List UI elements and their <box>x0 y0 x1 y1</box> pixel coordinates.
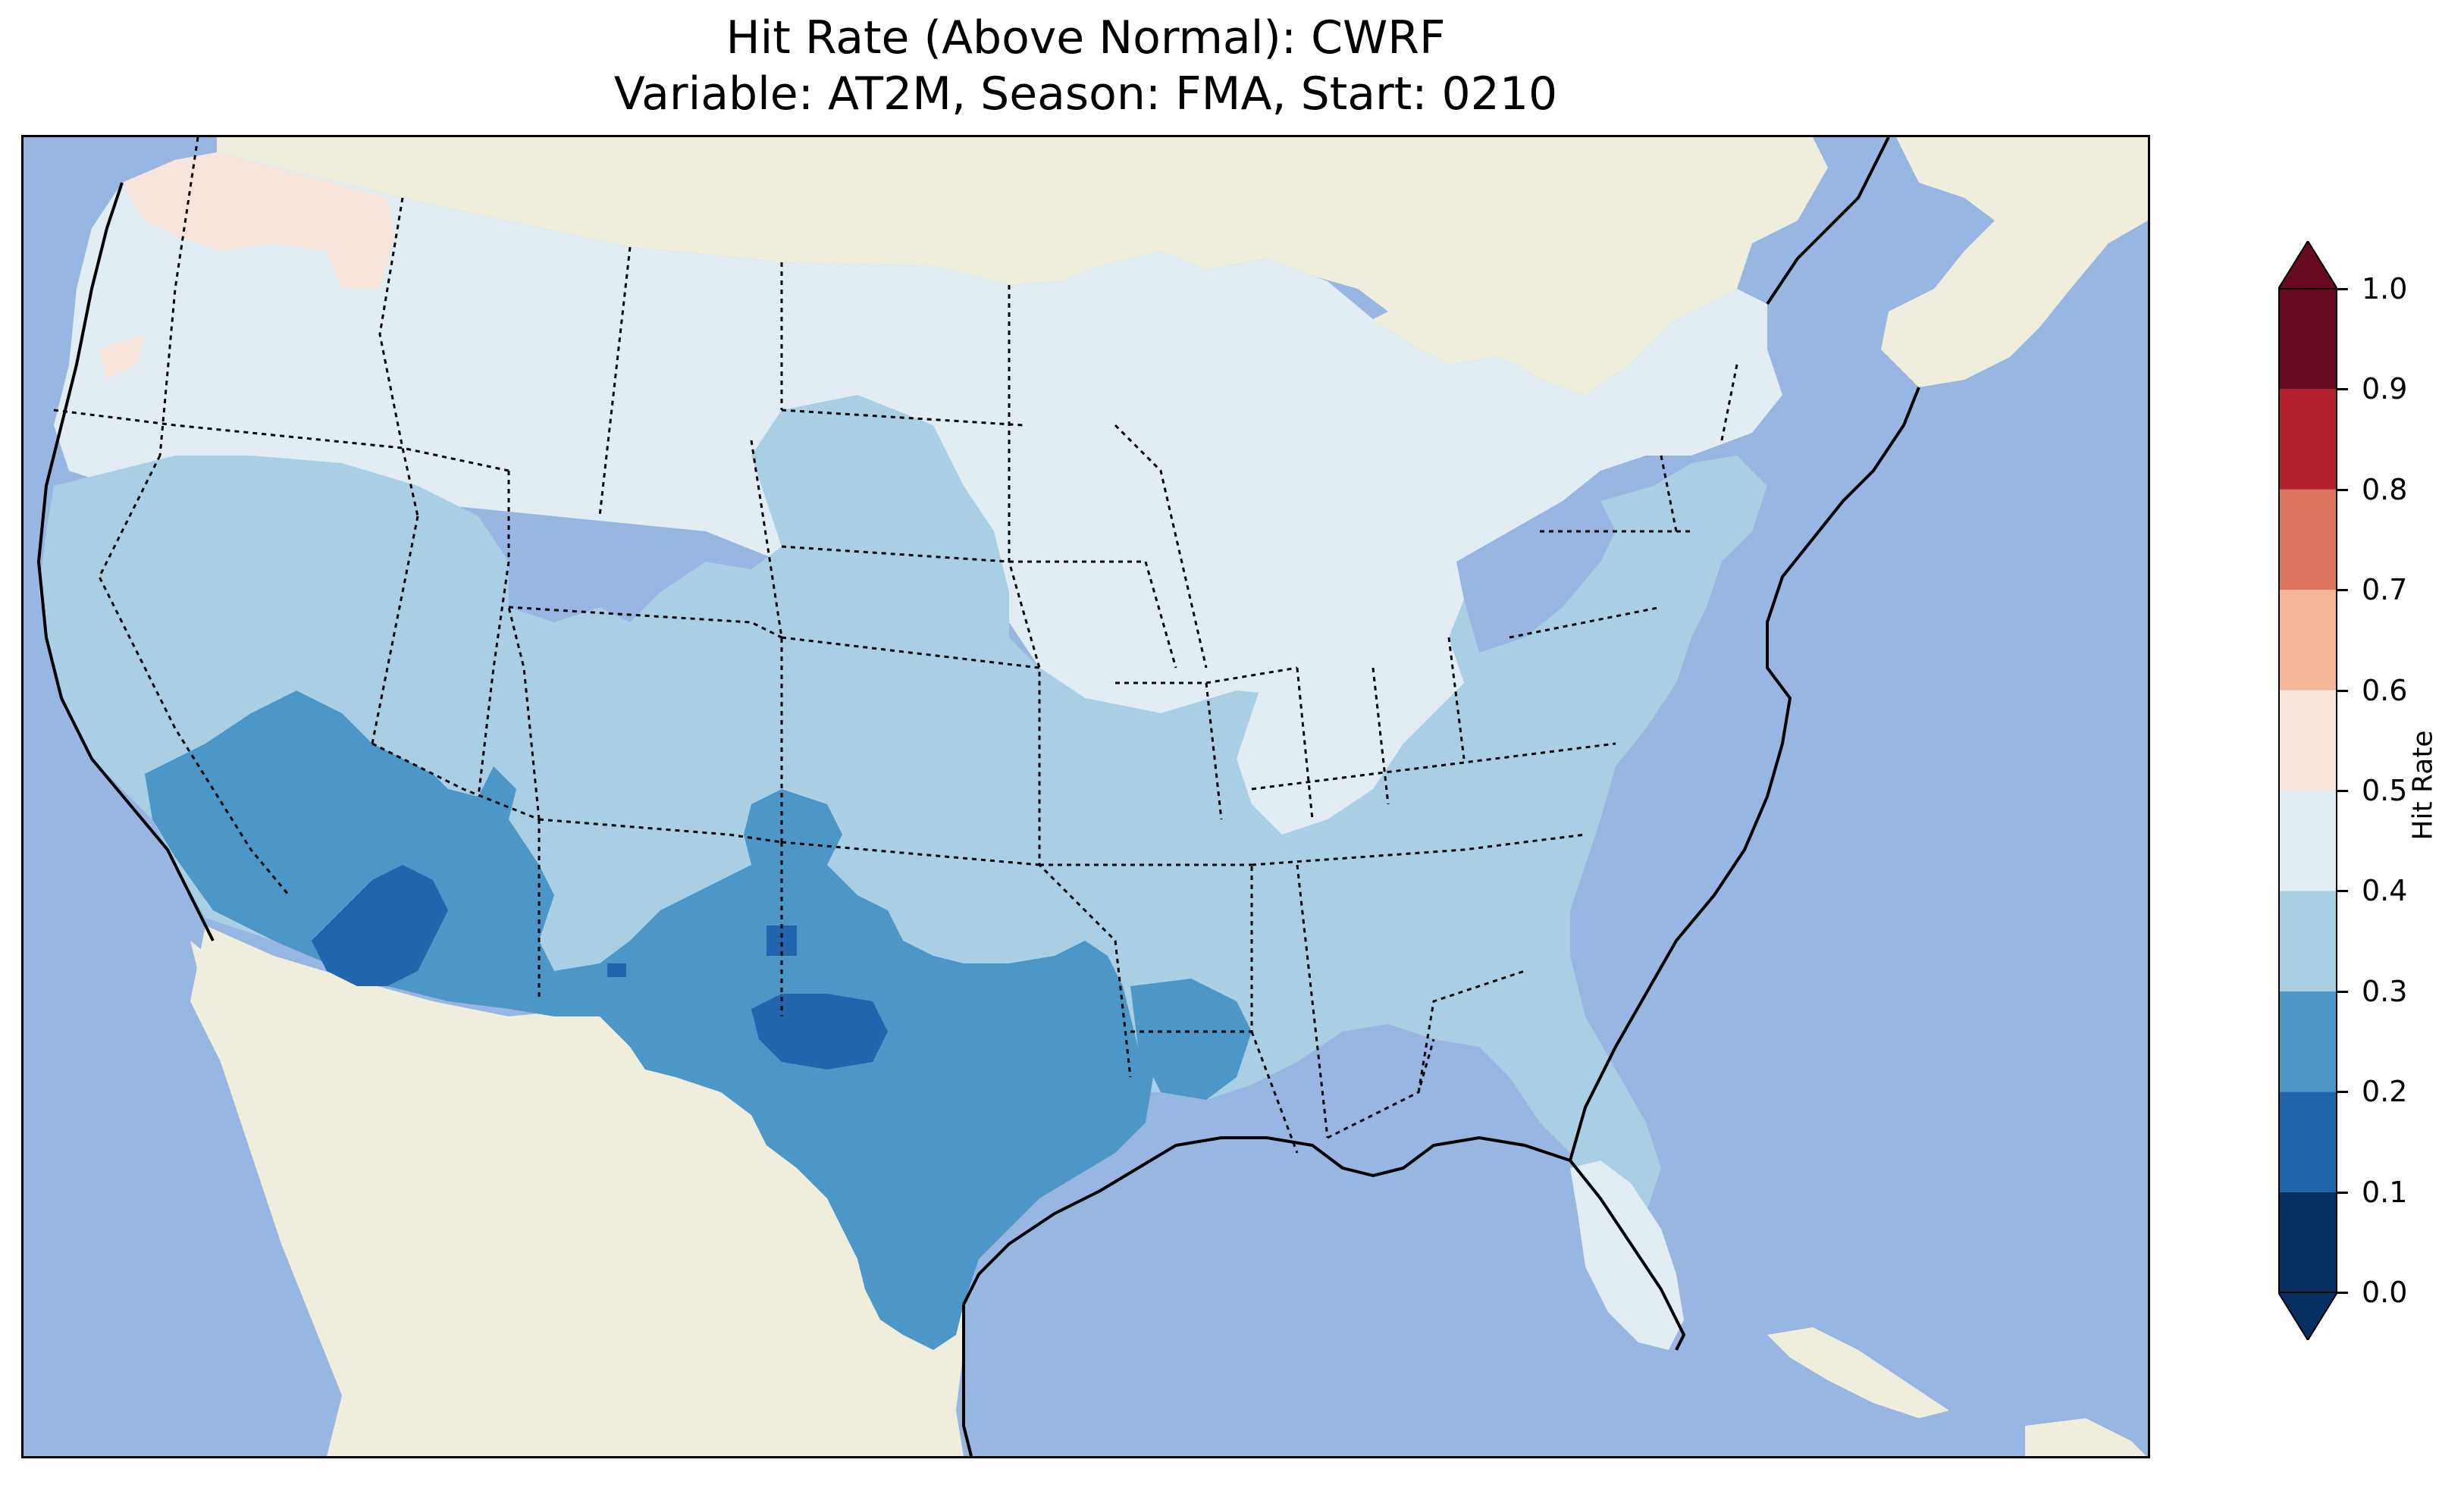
map-title-line1: Hit Rate (Above Normal): CWRF <box>726 11 1446 64</box>
colorbar-bin-6 <box>2279 590 2337 691</box>
colorbar-tick-label: 0.8 <box>2362 472 2408 506</box>
colorbar-tick-mark <box>2337 1292 2348 1294</box>
colorbar-tick-mark <box>2337 589 2348 592</box>
colorbar-tick-mark <box>2337 388 2348 391</box>
colorbar-bin-7 <box>2279 489 2337 590</box>
lake-erie <box>1456 501 1593 577</box>
map-frame <box>21 135 2150 1458</box>
hispaniola-island <box>2025 1418 2146 1456</box>
colorbar-bin-4 <box>2279 791 2337 891</box>
colorbar-tick-mark <box>2337 1091 2348 1094</box>
colorbar-tick-label: 1.0 <box>2362 272 2408 305</box>
colorbar-tick-label: 0.4 <box>2362 874 2408 908</box>
colorbar-tick-label: 0.5 <box>2362 774 2408 807</box>
colorbar-tick-label: 0.2 <box>2362 1075 2408 1109</box>
nova-scotia-land <box>1934 304 2025 357</box>
region-tx-spot <box>766 926 797 956</box>
colorbar-tick-mark <box>2337 288 2348 290</box>
colorbar-tick-mark <box>2337 890 2348 893</box>
colorbar-extend-high <box>2278 241 2337 290</box>
colorbar-outline <box>2278 288 2337 1293</box>
region-southwest-dark <box>145 691 1153 1350</box>
region-mid-blue <box>39 395 1767 1229</box>
colorbar-bin-8 <box>2279 389 2337 490</box>
region-az-deep <box>312 865 448 986</box>
conus-map[interactable] <box>24 137 2148 1456</box>
colorbar-bin-2 <box>2279 991 2337 1092</box>
colorbar-tick-label: 0.0 <box>2362 1276 2408 1309</box>
colorbar <box>2278 241 2337 1340</box>
colorbar-bin-9 <box>2279 289 2337 390</box>
colorbar-tick-mark <box>2337 990 2348 993</box>
coastlines <box>36 137 1920 1456</box>
region-tx-deep <box>751 994 888 1070</box>
colorbar-extend-low <box>2278 1292 2337 1340</box>
baja-peninsula <box>190 941 433 1380</box>
region-florida-light <box>1570 1160 1684 1350</box>
colorbar-tick-mark <box>2337 689 2348 692</box>
colorbar-tick-mark <box>2337 790 2348 792</box>
colorbar-tick-mark <box>2337 1191 2348 1194</box>
state-borders <box>53 137 1738 1154</box>
colorbar-tick-label: 0.1 <box>2362 1175 2408 1209</box>
region-or-pink <box>99 334 145 380</box>
colorbar-bin-1 <box>2279 1092 2337 1192</box>
canada-land <box>217 137 1828 395</box>
region-arkansas-dark <box>1130 979 1252 1100</box>
colorbar-tick-label: 0.3 <box>2362 974 2408 1008</box>
colorbar-bin-5 <box>2279 690 2337 791</box>
cuba-island <box>1767 1327 1949 1418</box>
colorbar-tick-label: 0.6 <box>2362 673 2408 707</box>
colorbar-tick-label: 0.9 <box>2362 372 2408 406</box>
colorbar-tick-mark <box>2337 488 2348 491</box>
colorbar-bins <box>2279 289 2337 1292</box>
colorbar-tick-label: 0.7 <box>2362 573 2408 607</box>
colorbar-bin-3 <box>2279 891 2337 991</box>
colorbar-bin-0 <box>2279 1192 2337 1292</box>
region-nm-spot <box>607 963 626 977</box>
colorbar-label: Hit Rate <box>2407 730 2439 841</box>
map-title-line2: Variable: AT2M, Season: FMA, Start: 0210 <box>613 67 1558 121</box>
region-ohio-light <box>1237 607 1464 835</box>
